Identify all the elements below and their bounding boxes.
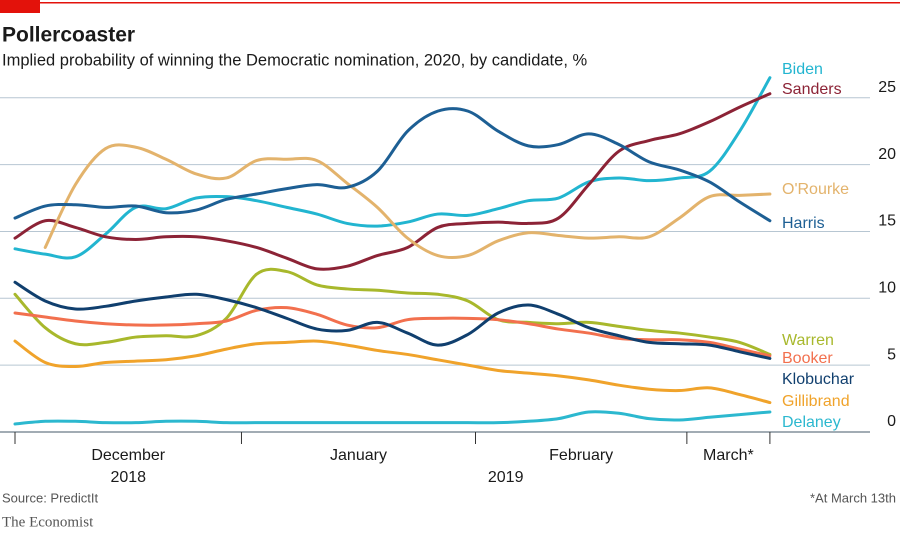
chart-subtitle: Implied probability of winning the Democ… [2, 51, 587, 69]
series-label: Biden [782, 61, 823, 78]
brand-tag [0, 0, 40, 13]
series-line [13, 92, 772, 271]
series-line [13, 410, 772, 426]
x-month-label: February [549, 447, 613, 464]
x-month-label: December [91, 447, 165, 464]
series-line [13, 267, 772, 356]
series-line [13, 107, 772, 223]
y-tick-label: 5 [887, 346, 896, 363]
x-month-label: March* [703, 447, 754, 464]
series-label: Delaney [782, 414, 841, 431]
series-line [43, 143, 772, 260]
series-line [13, 305, 772, 358]
y-tick-label: 15 [878, 213, 896, 230]
y-tick-label: 0 [887, 413, 896, 430]
footnote: *At March 13th [810, 490, 896, 505]
x-year-label: 2018 [110, 469, 146, 486]
series-line [13, 339, 772, 405]
y-tick-label: 25 [878, 79, 896, 96]
series-label: O'Rourke [782, 181, 849, 198]
x-year-label: 2019 [488, 469, 524, 486]
brand: The Economist [2, 514, 94, 530]
top-rule [0, 2, 900, 4]
series-label: Gillibrand [782, 393, 850, 410]
y-tick-label: 10 [878, 280, 896, 297]
series-label: Harris [782, 215, 825, 232]
x-month-label: January [330, 447, 387, 464]
series-label: Klobuchar [782, 371, 855, 388]
series-line [13, 280, 772, 360]
source: Source: PredictIt [2, 490, 98, 505]
series-label: Warren [782, 332, 834, 349]
y-tick-label: 20 [878, 146, 896, 163]
chart-title: Pollercoaster [2, 24, 135, 47]
series-label: Sanders [782, 81, 842, 98]
series-label: Booker [782, 350, 833, 367]
